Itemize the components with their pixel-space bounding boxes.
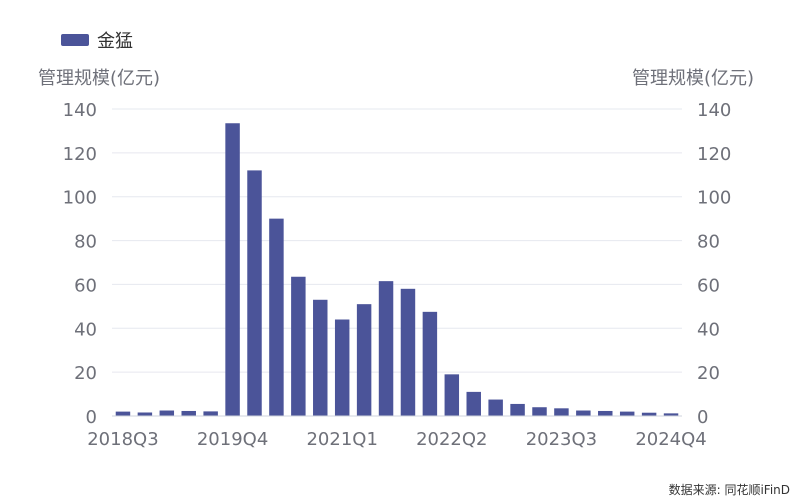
bar-2022Q3 — [466, 391, 481, 416]
bar-2019Q4 — [225, 123, 240, 416]
bar-2022Q4 — [488, 399, 503, 416]
bar-2024Q1 — [598, 410, 613, 416]
bar-2020Q1 — [247, 170, 262, 416]
x-tick-label: 2019Q4 — [197, 429, 268, 450]
y-left-tick-label: 0 — [86, 407, 97, 428]
y-left-tick-label: 140 — [63, 100, 97, 121]
bar-2024Q2 — [619, 411, 635, 416]
y-right-tick-label: 40 — [697, 319, 720, 340]
y-axis-right-ticks: 0 20 40 60 80 100 120 140 — [697, 100, 731, 428]
y-left-tick-label: 80 — [74, 232, 97, 253]
bar-2020Q2 — [269, 218, 284, 416]
bar-2022Q1 — [422, 311, 438, 416]
x-tick-label: 2018Q3 — [87, 429, 158, 450]
bar-2019Q1 — [159, 410, 175, 416]
bar-2018Q4 — [137, 412, 153, 416]
y-axis-left-ticks: 0 20 40 60 80 100 120 140 — [63, 100, 97, 428]
bars — [115, 123, 679, 416]
y-axis-right-title: 管理规模(亿元) — [632, 68, 754, 89]
bar-2021Q1 — [334, 319, 350, 416]
bar-2021Q4 — [400, 288, 416, 416]
y-right-tick-label: 60 — [697, 275, 720, 296]
y-right-tick-label: 0 — [697, 407, 708, 428]
source-note: 数据来源: 同花顺iFinD — [669, 482, 790, 497]
x-tick-label: 2021Q1 — [306, 429, 377, 450]
x-tick-label: 2023Q3 — [526, 429, 597, 450]
bar-2023Q1 — [510, 403, 525, 416]
x-tick-label: 2024Q4 — [635, 429, 706, 450]
x-axis-ticks: 2018Q3 2019Q4 2021Q1 2022Q2 2023Q3 2024Q4 — [87, 429, 707, 450]
bar-2024Q4 — [663, 413, 679, 416]
y-left-tick-label: 20 — [74, 363, 97, 384]
y-right-tick-label: 80 — [697, 232, 720, 253]
y-left-tick-label: 100 — [63, 188, 97, 209]
x-tick-label: 2022Q2 — [416, 429, 487, 450]
y-left-tick-label: 40 — [74, 319, 97, 340]
bar-2022Q2 — [444, 374, 460, 416]
legend[interactable]: 金猛 — [61, 31, 133, 52]
y-right-tick-label: 100 — [697, 188, 731, 209]
y-right-tick-label: 20 — [697, 363, 720, 384]
legend-swatch — [61, 34, 89, 46]
bar-2021Q2 — [356, 304, 372, 416]
bar-2019Q2 — [181, 410, 196, 416]
bar-2023Q4 — [576, 410, 591, 416]
y-left-tick-label: 120 — [63, 144, 97, 165]
y-axis-left-title: 管理规模(亿元) — [38, 68, 160, 89]
bar-2021Q3 — [378, 281, 394, 416]
bar-2023Q3 — [554, 408, 569, 416]
grid-lines — [112, 108, 682, 373]
y-right-tick-label: 120 — [697, 144, 731, 165]
bar-2024Q3 — [641, 412, 657, 416]
y-right-tick-label: 140 — [697, 100, 731, 121]
bar-2018Q3 — [115, 411, 131, 416]
legend-label: 金猛 — [97, 31, 133, 52]
bar-2019Q3 — [203, 411, 218, 416]
bar-2020Q4 — [313, 299, 328, 416]
y-left-tick-label: 60 — [74, 275, 97, 296]
bar-2023Q2 — [532, 407, 547, 416]
bar-2020Q3 — [291, 276, 306, 416]
